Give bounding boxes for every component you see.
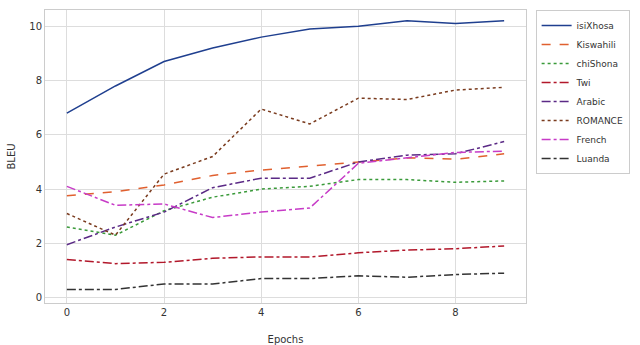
svg-text:10: 10 [29,21,42,32]
svg-text:6: 6 [355,307,361,318]
svg-text:Arabic: Arabic [577,97,606,107]
svg-text:isiXhosa: isiXhosa [577,21,614,31]
svg-text:Luanda: Luanda [577,154,610,164]
svg-text:2: 2 [36,238,42,249]
svg-text:ROMANCE: ROMANCE [577,116,623,126]
svg-text:French: French [577,135,607,145]
svg-text:6: 6 [36,129,42,140]
svg-text:chiShona: chiShona [577,59,618,69]
svg-text:2: 2 [161,307,167,318]
svg-text:0: 0 [36,292,42,303]
svg-text:BLEU: BLEU [6,143,17,169]
svg-text:4: 4 [258,307,264,318]
svg-text:4: 4 [36,184,42,195]
svg-text:Twi: Twi [576,78,591,88]
svg-text:0: 0 [64,307,70,318]
svg-text:Kiswahili: Kiswahili [577,40,616,50]
svg-text:8: 8 [452,307,458,318]
svg-text:8: 8 [36,75,42,86]
svg-text:Epochs: Epochs [268,334,304,345]
